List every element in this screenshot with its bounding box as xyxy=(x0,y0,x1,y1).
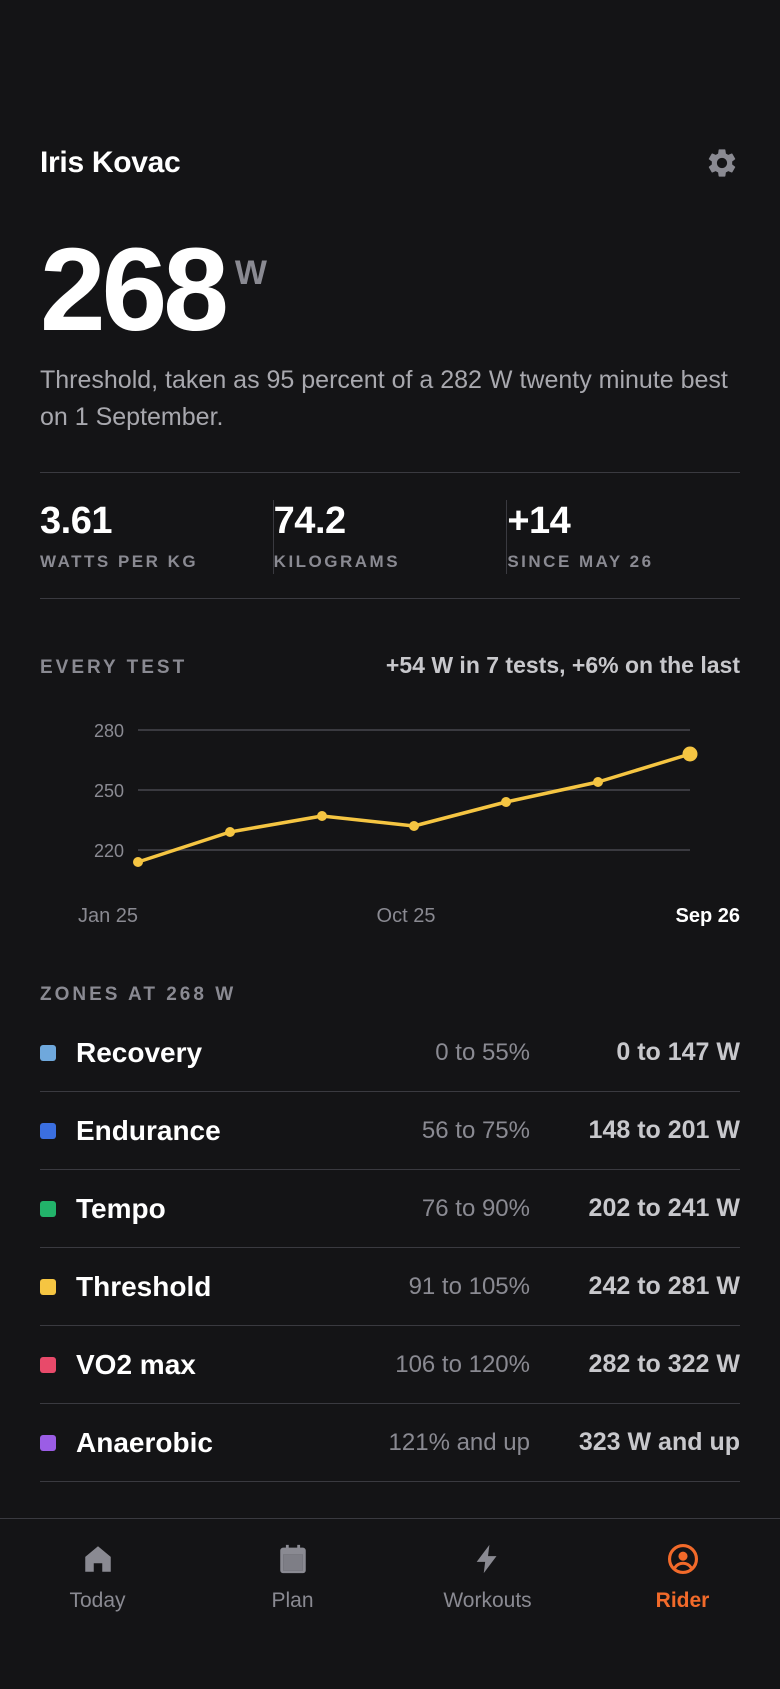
y-tick-label: 220 xyxy=(94,841,124,861)
y-tick-label: 250 xyxy=(94,781,124,801)
chart-summary: +54 W in 7 tests, +6% on the last xyxy=(385,652,740,678)
tab-label: Rider xyxy=(655,1589,710,1612)
tab-label: Workouts xyxy=(443,1589,532,1612)
lightning-icon xyxy=(470,1541,506,1577)
ftp-hero: 268 W xyxy=(40,230,267,350)
stat-watts-per-kg: 3.61 WATTS PER KG xyxy=(40,500,273,574)
stat-label: KILOGRAMS xyxy=(273,552,401,571)
header: Iris Kovac xyxy=(40,140,740,186)
divider xyxy=(40,472,740,473)
zone-percent: 0 to 55% xyxy=(435,1038,530,1066)
zone-swatch xyxy=(40,1278,56,1295)
home-icon xyxy=(80,1541,116,1577)
user-circle-icon xyxy=(665,1541,701,1577)
data-point xyxy=(225,827,235,837)
data-point xyxy=(501,797,511,807)
tab-rider[interactable]: Rider xyxy=(585,1519,780,1689)
divider xyxy=(40,598,740,599)
zone-row-tempo[interactable]: Tempo 76 to 90% 202 to 241 W xyxy=(40,1170,740,1248)
zone-row-vo2-max[interactable]: VO2 max 106 to 120% 282 to 322 W xyxy=(40,1326,740,1404)
zone-watts: 323 W and up xyxy=(578,1428,740,1456)
stats-row: 3.61 WATTS PER KG 74.2 KILOGRAMS +14 SIN… xyxy=(40,500,740,574)
zone-name: Threshold xyxy=(76,1270,212,1302)
x-tick-label: Oct 25 xyxy=(377,905,436,927)
x-tick-label: Jan 25 xyxy=(78,905,138,927)
zone-name: Endurance xyxy=(76,1114,221,1146)
latest-test-point xyxy=(682,746,698,762)
zone-swatch xyxy=(40,1356,56,1373)
stat-kilograms: 74.2 KILOGRAMS xyxy=(272,500,507,574)
stat-label: WATTS PER KG xyxy=(40,552,199,571)
ftp-description: Threshold, taken as 95 percent of a 282 … xyxy=(40,366,728,431)
tab-label: Plan xyxy=(271,1589,314,1612)
zone-percent: 76 to 90% xyxy=(421,1194,530,1222)
data-point xyxy=(317,811,327,821)
zone-watts: 202 to 241 W xyxy=(588,1194,740,1222)
series-line xyxy=(137,752,691,864)
ftp-history-chart: 280 250 220 Jan 25 Oct 25 Sep 26 xyxy=(78,721,740,927)
zone-watts: 0 to 147 W xyxy=(616,1038,740,1066)
zones-section-label: ZONES AT 268 W xyxy=(40,984,237,1005)
stat-value: 3.61 xyxy=(40,500,112,542)
zone-row-anaerobic[interactable]: Anaerobic 121% and up 323 W and up xyxy=(40,1404,740,1482)
ftp-value: 268 xyxy=(40,224,229,356)
x-tick-label: Sep 26 xyxy=(676,905,740,927)
zone-name: VO2 max xyxy=(76,1348,196,1380)
tab-plan[interactable]: Plan xyxy=(195,1519,390,1689)
zone-name: Tempo xyxy=(76,1192,166,1224)
data-point xyxy=(409,821,419,831)
calendar-icon xyxy=(275,1541,311,1577)
zone-swatch xyxy=(40,1122,56,1139)
zone-percent: 121% and up xyxy=(388,1428,530,1456)
tab-bar: Today Plan Workouts Rider xyxy=(0,1518,780,1689)
zone-swatch xyxy=(40,1044,56,1061)
stat-label: SINCE MAY 26 xyxy=(507,552,654,571)
stat-value: 74.2 xyxy=(273,500,346,542)
zone-percent: 56 to 75% xyxy=(421,1116,530,1144)
zone-row-endurance[interactable]: Endurance 56 to 75% 148 to 201 W xyxy=(40,1092,740,1170)
tab-workouts[interactable]: Workouts xyxy=(390,1519,585,1689)
gear-icon[interactable] xyxy=(704,145,740,181)
zone-percent: 106 to 120% xyxy=(395,1350,530,1378)
rider-name: Iris Kovac xyxy=(40,146,181,179)
zone-name: Anaerobic xyxy=(76,1426,213,1458)
zone-watts: 148 to 201 W xyxy=(588,1116,740,1144)
stat-change: +14 SINCE MAY 26 xyxy=(506,500,740,574)
data-point xyxy=(593,777,603,787)
zones-list: Recovery 0 to 55% 0 to 147 W Endurance 5… xyxy=(40,1014,740,1482)
zone-row-threshold[interactable]: Threshold 91 to 105% 242 to 281 W xyxy=(40,1248,740,1326)
chart-section-label: EVERY TEST xyxy=(40,657,188,678)
tab-label: Today xyxy=(69,1589,126,1612)
zone-swatch xyxy=(40,1200,56,1217)
zone-name: Recovery xyxy=(76,1036,203,1068)
zone-watts: 242 to 281 W xyxy=(588,1272,740,1300)
zone-percent: 91 to 105% xyxy=(408,1272,530,1300)
stat-value: +14 xyxy=(507,500,571,542)
y-tick-label: 280 xyxy=(94,721,124,741)
chart-header: EVERY TEST +54 W in 7 tests, +6% on the … xyxy=(40,652,740,679)
data-point xyxy=(133,857,143,867)
ftp-unit: W xyxy=(234,254,267,292)
zone-watts: 282 to 322 W xyxy=(588,1350,740,1378)
zone-swatch xyxy=(40,1434,56,1451)
zone-row-recovery[interactable]: Recovery 0 to 55% 0 to 147 W xyxy=(40,1014,740,1092)
tab-today[interactable]: Today xyxy=(0,1519,195,1689)
